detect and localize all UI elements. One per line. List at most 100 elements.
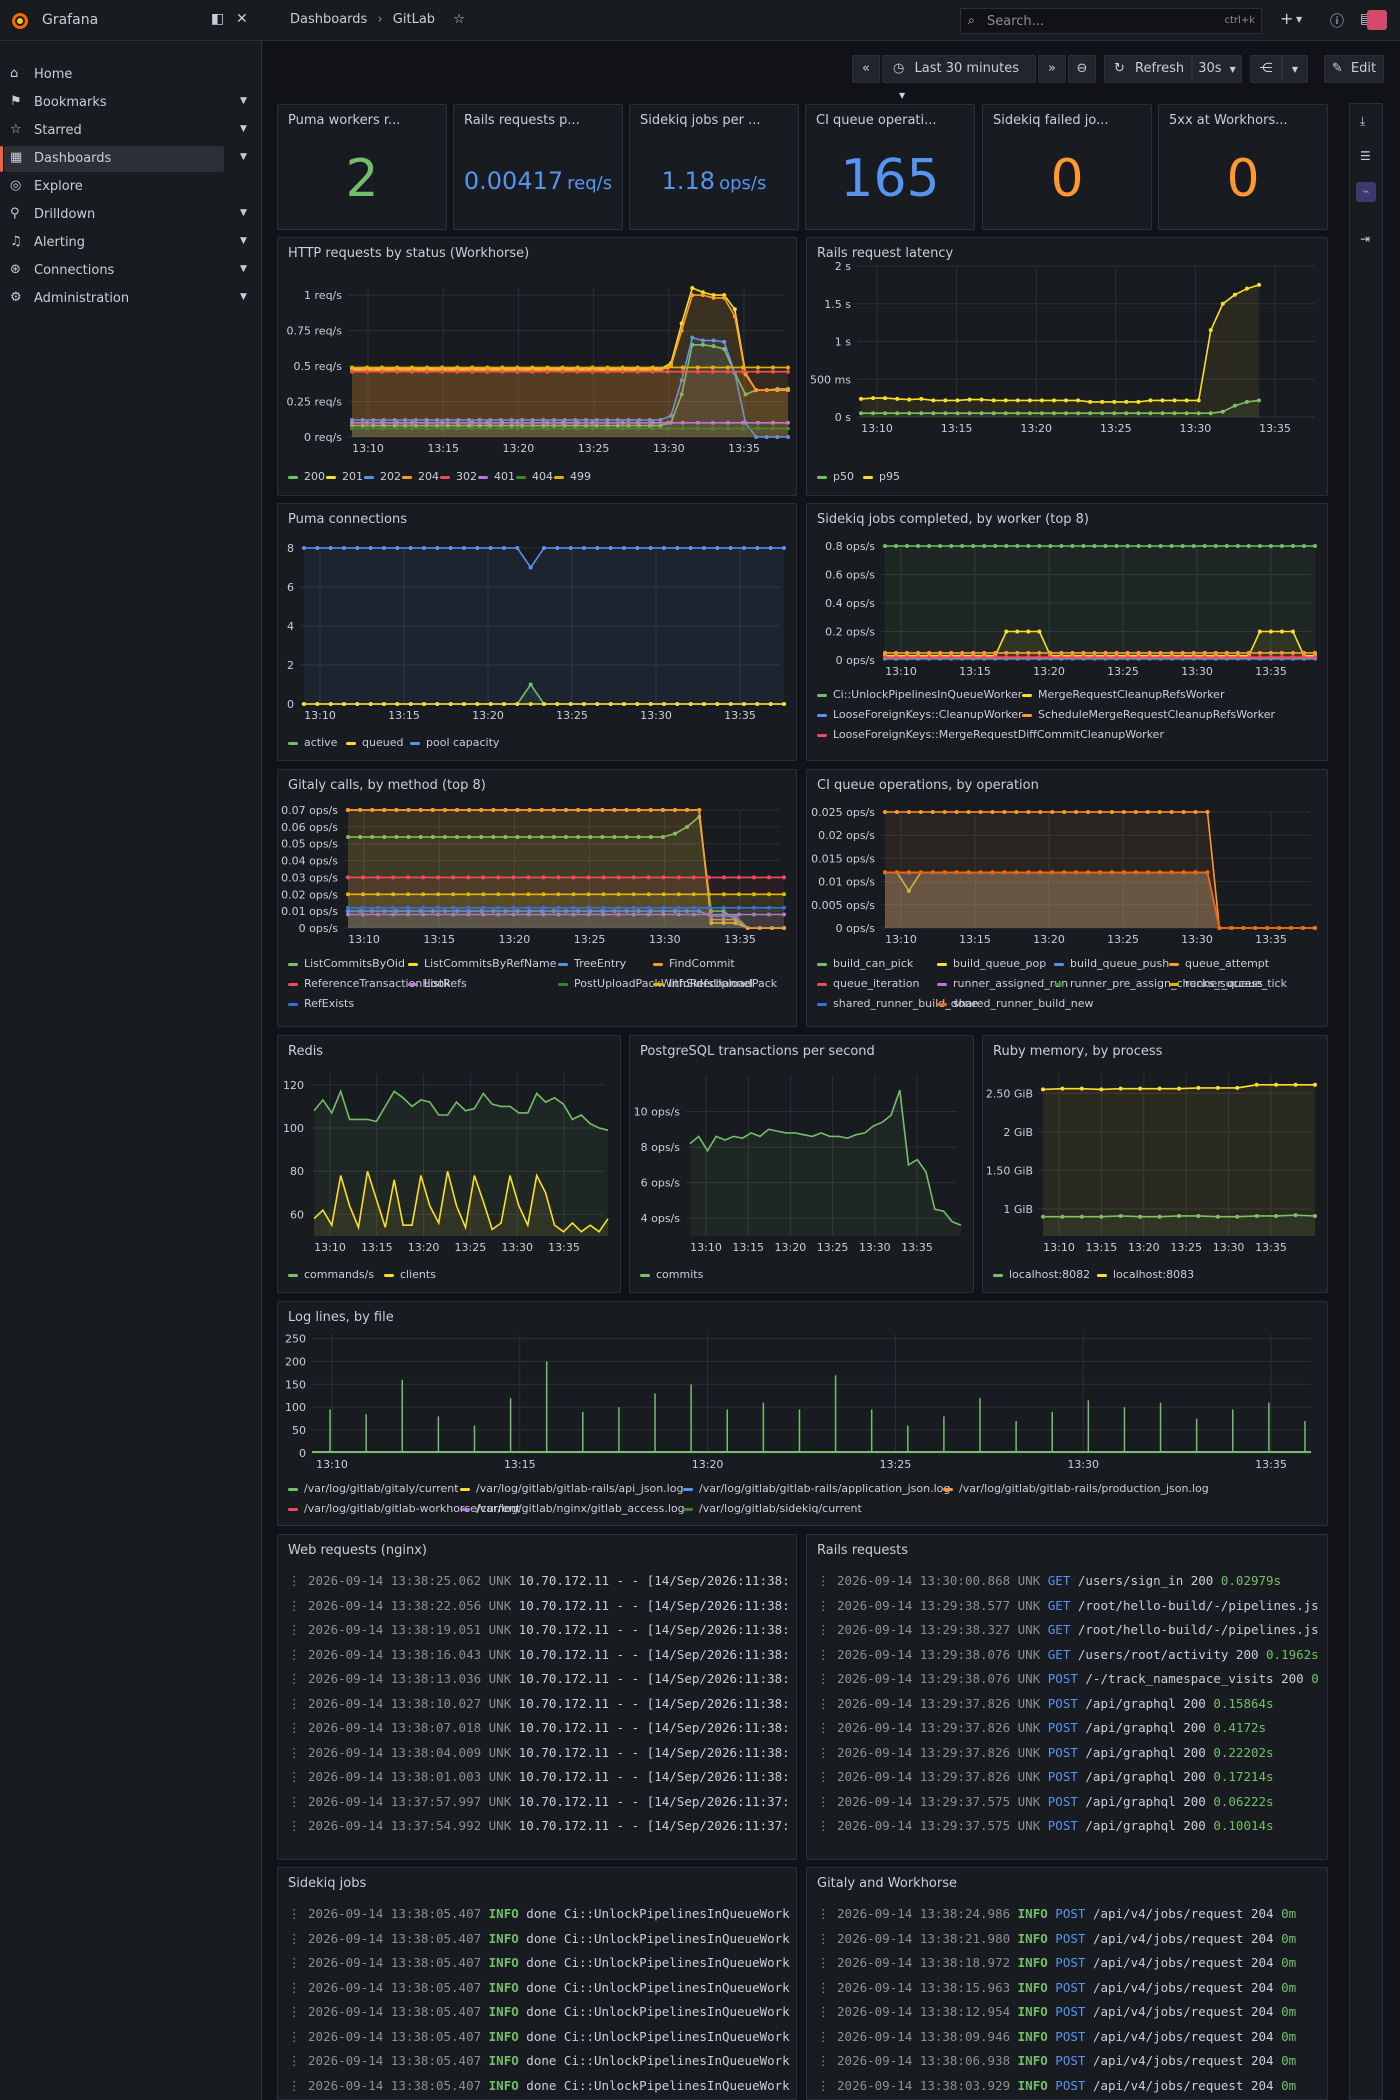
kebab-icon[interactable]: ⋮: [817, 1646, 838, 1662]
search-input[interactable]: ⌕ Search... ctrl+k: [960, 8, 1262, 34]
log-row[interactable]: ⋮ 2026-09-14 13:29:37.826 UNK POST /api/…: [817, 1720, 1325, 1735]
kebab-icon[interactable]: ⋮: [817, 1769, 838, 1784]
avatar[interactable]: [1367, 10, 1387, 30]
dock-menu-icon[interactable]: ◧: [211, 11, 225, 27]
log-row[interactable]: ⋮ 2026-09-14 13:38:21.980 INFO POST /api…: [817, 1931, 1325, 1946]
log-row[interactable]: ⋮ 2026-09-14 13:38:05.407 INFO done Ci::…: [288, 2029, 794, 2044]
legend-item[interactable]: /var/log/gitlab/gitlab-rails/production_…: [943, 1482, 1209, 1495]
legend-item[interactable]: RefExists: [288, 997, 354, 1010]
legend-item[interactable]: 201: [326, 470, 363, 483]
chevron-down-icon[interactable]: ▼: [240, 236, 247, 246]
kebab-icon[interactable]: ⋮: [288, 1646, 309, 1662]
kebab-icon[interactable]: ⋮: [288, 1720, 309, 1735]
legend-item[interactable]: /var/log/gitlab/sidekiq/current: [683, 1502, 862, 1515]
chart-panel-redis[interactable]: Redis 60 80 100 120 13:10 13:15 13:20 13:25 13:30…: [277, 1035, 621, 1293]
legend-item[interactable]: p95: [863, 470, 900, 483]
log-row[interactable]: ⋮ 2026-09-14 13:38:24.986 INFO POST /api…: [817, 1906, 1325, 1921]
kebab-icon[interactable]: ⋮: [288, 1622, 309, 1637]
chart-panel-ruby[interactable]: Ruby memory, by process 1 GiB 1.50 GiB 2 Gi…: [982, 1035, 1328, 1293]
log-row[interactable]: ⋮ 2026-09-14 13:38:15.963 INFO POST /api…: [817, 1980, 1325, 1995]
kebab-icon[interactable]: ⋮: [817, 1671, 838, 1686]
kebab-icon[interactable]: ⋮: [288, 1906, 309, 1921]
log-row[interactable]: ⋮ 2026-09-14 13:29:38.076 UNK POST /-/tr…: [817, 1671, 1325, 1686]
legend-item[interactable]: 302: [440, 470, 477, 483]
collapse-rail-icon[interactable]: ⇥: [1360, 232, 1371, 246]
kebab-icon[interactable]: ⋮: [288, 1818, 309, 1833]
legend-item[interactable]: /var/log/gitlab/gitlab-rails/application…: [683, 1482, 950, 1495]
log-row[interactable]: ⋮ 2026-09-14 13:29:37.575 UNK POST /api/…: [817, 1818, 1325, 1833]
kebab-icon[interactable]: ⋮: [288, 2004, 309, 2019]
log-row[interactable]: ⋮ 2026-09-14 13:29:37.826 UNK POST /api/…: [817, 1745, 1325, 1760]
chart-panel-pg[interactable]: PostgreSQL transactions per second 4 ops/…: [629, 1035, 974, 1293]
chevron-down-icon[interactable]: ▼: [240, 264, 247, 274]
log-row[interactable]: ⋮ 2026-09-14 13:37:54.992 UNK 10.70.172.…: [288, 1818, 794, 1833]
stat-panel[interactable]: Rails requests p... 0.00417 req/s: [453, 104, 623, 230]
log-row[interactable]: ⋮ 2026-09-14 13:29:37.826 UNK POST /api/…: [817, 1696, 1325, 1711]
sidebar-item-drilldown[interactable]: ⚲ Drilldown ▼: [4, 202, 247, 228]
log-row[interactable]: ⋮ 2026-09-14 13:38:18.972 INFO POST /api…: [817, 1955, 1325, 1970]
kebab-icon[interactable]: ⋮: [817, 1695, 838, 1711]
stat-panel[interactable]: CI queue operati... 165: [805, 104, 975, 230]
log-row[interactable]: ⋮ 2026-09-14 13:38:05.407 INFO done Ci::…: [288, 1931, 794, 1946]
sidebar-item-home[interactable]: ⌂ Home: [4, 62, 224, 88]
log-row[interactable]: ⋮ 2026-09-14 13:38:05.407 INFO done Ci::…: [288, 2078, 794, 2093]
kebab-icon[interactable]: ⋮: [288, 1979, 309, 1995]
legend-item[interactable]: shared_runner_build_new: [937, 997, 1094, 1010]
legend-item[interactable]: ListCommitsByRefName: [408, 957, 556, 970]
outline-icon[interactable]: ☰: [1360, 149, 1371, 163]
legend-item[interactable]: 401: [478, 470, 515, 483]
share-menu-button[interactable]: ▼: [1282, 55, 1308, 83]
log-row[interactable]: ⋮ 2026-09-14 13:37:57.997 UNK 10.70.172.…: [288, 1794, 794, 1809]
sidebar-item-alerting[interactable]: ♫ Alerting ▼: [4, 230, 247, 256]
log-row[interactable]: ⋮ 2026-09-14 13:38:01.003 UNK 10.70.172.…: [288, 1769, 794, 1784]
legend-item[interactable]: commands/s: [288, 1268, 374, 1281]
legend-item[interactable]: queued: [346, 736, 403, 749]
refresh-interval-picker[interactable]: 30s ▼: [1192, 55, 1242, 83]
kebab-icon[interactable]: ⋮: [817, 1793, 838, 1809]
kebab-icon[interactable]: ⋮: [288, 1930, 309, 1946]
legend-item[interactable]: 404: [516, 470, 553, 483]
kebab-icon[interactable]: ⋮: [817, 1979, 838, 1995]
breadcrumb-dashboards[interactable]: Dashboards: [290, 12, 368, 27]
log-row[interactable]: ⋮ 2026-09-14 13:38:19.051 UNK 10.70.172.…: [288, 1622, 794, 1637]
log-row[interactable]: ⋮ 2026-09-14 13:38:06.938 INFO POST /api…: [817, 2053, 1325, 2068]
kebab-icon[interactable]: ⋮: [288, 1955, 309, 1970]
legend-item[interactable]: build_queue_push: [1054, 957, 1169, 970]
log-row[interactable]: ⋮ 2026-09-14 13:38:22.056 UNK 10.70.172.…: [288, 1598, 794, 1613]
legend-item[interactable]: 204: [402, 470, 439, 483]
chart-panel-puma[interactable]: Puma connections 0 2 4 6 8 13:10 13:15 13:20 13:2…: [277, 503, 797, 761]
legend-item[interactable]: runner_assigned_run: [937, 977, 1068, 990]
legend-item[interactable]: /var/log/gitlab/gitlab-workhorse/current: [288, 1502, 520, 1515]
kebab-icon[interactable]: ⋮: [817, 2077, 838, 2093]
legend-item[interactable]: LooseForeignKeys::MergeRequestDiffCommit…: [817, 728, 1164, 741]
zoom-out-button[interactable]: ⊖: [1068, 55, 1096, 83]
log-row[interactable]: ⋮ 2026-09-14 13:38:05.407 INFO done Ci::…: [288, 2053, 794, 2068]
chart-panel-loglines[interactable]: Log lines, by file 0 50 100 150 200 250 13:10 13…: [277, 1301, 1328, 1526]
legend-item[interactable]: commits: [640, 1268, 703, 1281]
log-row[interactable]: ⋮ 2026-09-14 13:38:03.929 INFO POST /api…: [817, 2078, 1325, 2093]
kebab-icon[interactable]: ⋮: [288, 2077, 309, 2093]
legend-item[interactable]: FindCommit: [653, 957, 735, 970]
log-row[interactable]: ⋮ 2026-09-14 13:30:00.868 UNK GET /users…: [817, 1573, 1325, 1588]
time-forward-button[interactable]: »: [1038, 55, 1066, 83]
legend-item[interactable]: runner_queue_tick: [1169, 977, 1287, 990]
time-range-picker[interactable]: ◷ Last 30 minutes ▼: [882, 55, 1036, 100]
log-panel-nginx[interactable]: Web requests (nginx) ⋮ 2026-09-14 13:38:2…: [277, 1534, 797, 1860]
legend-item[interactable]: 200: [288, 470, 325, 483]
legend-item[interactable]: MergeRequestCleanupRefsWorker: [1022, 688, 1224, 701]
kebab-icon[interactable]: ⋮: [817, 1597, 838, 1613]
chart-panel-ciqueue[interactable]: CI queue operations, by operation 0 ops/s…: [806, 769, 1328, 1027]
log-row[interactable]: ⋮ 2026-09-14 13:38:05.407 INFO done Ci::…: [288, 1955, 794, 1970]
legend-item[interactable]: /var/log/gitlab/gitlab-rails/api_json.lo…: [460, 1482, 683, 1495]
log-row[interactable]: ⋮ 2026-09-14 13:29:38.076 UNK GET /users…: [817, 1647, 1325, 1662]
close-menu-icon[interactable]: ✕: [236, 11, 248, 27]
legend-item[interactable]: InfoRefsUploadPack: [653, 977, 777, 990]
refresh-button[interactable]: ↻ Refresh: [1104, 55, 1192, 83]
log-row[interactable]: ⋮ 2026-09-14 13:29:38.577 UNK GET /root/…: [817, 1598, 1325, 1613]
log-panel-sidekiq[interactable]: Sidekiq jobs ⋮ 2026-09-14 13:38:05.407 IN…: [277, 1867, 797, 2100]
log-row[interactable]: ⋮ 2026-09-14 13:38:25.062 UNK 10.70.172.…: [288, 1573, 794, 1588]
kebab-icon[interactable]: ⋮: [288, 1573, 309, 1588]
kebab-icon[interactable]: ⋮: [817, 1573, 838, 1588]
stat-panel[interactable]: 5xx at Workhors... 0: [1158, 104, 1328, 230]
chart-panel-gitaly[interactable]: Gitaly calls, by method (top 8) 0 ops/s 0.…: [277, 769, 797, 1027]
